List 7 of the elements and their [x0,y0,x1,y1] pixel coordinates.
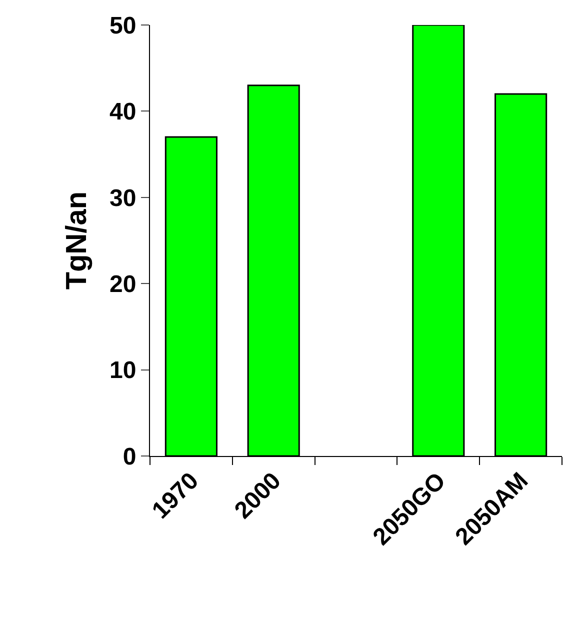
y-tick-label: 40 [109,98,136,126]
y-tick-label: 50 [109,12,136,40]
y-axis-title: TgN/an [60,191,93,290]
y-tick-label: 20 [109,271,136,298]
y-tick-label: 10 [109,357,136,384]
y-tick-label: 0 [122,443,136,470]
y-tick-label: 30 [109,184,136,212]
